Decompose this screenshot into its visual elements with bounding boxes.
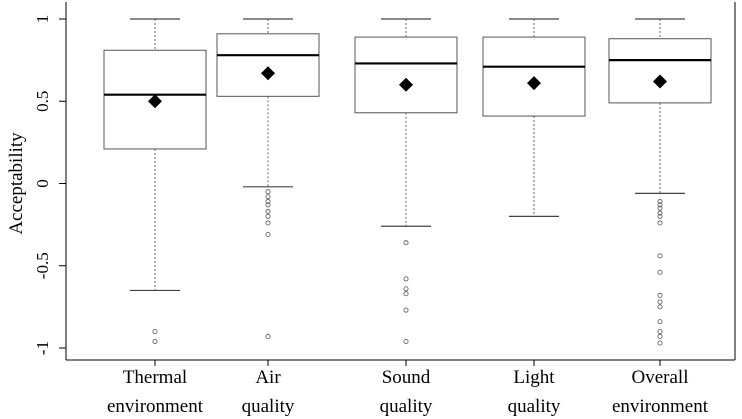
- outlier-point: [657, 304, 663, 310]
- outlier-point: [403, 307, 409, 313]
- outlier-point: [265, 333, 271, 340]
- iqr-box: [354, 36, 458, 114]
- x-category-label-line2: quality: [380, 396, 433, 417]
- y-tick-label: 0.5: [33, 91, 52, 112]
- box-group: [608, 18, 712, 346]
- y-tick-label: -0.5: [33, 252, 52, 279]
- outlier-point: [403, 338, 409, 344]
- outlier-point: [403, 240, 409, 246]
- outlier-point: [657, 299, 663, 305]
- outlier-point: [657, 319, 663, 325]
- axis-labels: -1 -0.5 0 0.5 1 Acceptability Thermal environme…: [6, 15, 709, 417]
- outlier-point: [265, 189, 271, 195]
- outlier-point: [657, 292, 663, 298]
- box-group: [482, 18, 586, 217]
- y-tick-label: -1: [33, 341, 52, 355]
- outlier-point: [657, 199, 663, 205]
- mean-marker: [148, 94, 162, 109]
- x-category-label-line1: Thermal: [123, 367, 187, 388]
- x-category-label-line2: environment: [612, 396, 709, 417]
- iqr-box: [608, 38, 712, 104]
- box-group: [354, 18, 458, 344]
- mean-marker: [527, 76, 541, 91]
- outlier-point: [403, 291, 409, 297]
- box-group: [216, 18, 320, 340]
- outlier-point: [657, 333, 663, 340]
- mean-marker: [653, 74, 667, 89]
- axes: [59, 2, 736, 366]
- outlier-point: [657, 340, 663, 346]
- outlier-point: [265, 194, 271, 200]
- outlier-point: [152, 328, 158, 335]
- outlier-point: [265, 231, 271, 238]
- outlier-point: [657, 205, 663, 211]
- outlier-point: [403, 286, 409, 292]
- box-series: [103, 18, 712, 346]
- outlier-point: [657, 202, 663, 208]
- x-category-label-line2: quality: [508, 396, 561, 417]
- x-category-label-line1: Overall: [632, 367, 689, 388]
- outlier-point: [265, 213, 271, 219]
- outlier-point: [657, 210, 663, 216]
- outlier-point: [657, 328, 663, 335]
- x-category-label-line2: environment: [107, 396, 204, 417]
- mean-marker: [261, 66, 275, 81]
- y-tick-label: 0: [33, 179, 52, 188]
- outlier-point: [152, 338, 158, 344]
- outlier-point: [265, 208, 271, 215]
- y-tick-label: 1: [33, 15, 52, 24]
- outlier-point: [403, 276, 409, 282]
- outlier-point: [265, 199, 271, 205]
- outlier-point: [657, 220, 663, 226]
- outlier-point: [657, 253, 663, 259]
- x-category-label-line1: Light: [513, 367, 555, 388]
- x-category-label-line2: quality: [242, 396, 295, 417]
- outlier-point: [265, 220, 271, 226]
- box-group: [103, 18, 207, 344]
- y-axis-title: Acceptability: [6, 132, 27, 235]
- x-category-label-line1: Air: [255, 367, 281, 388]
- outlier-point: [657, 213, 663, 219]
- mean-marker: [399, 77, 413, 92]
- x-category-label-line1: Sound: [382, 367, 431, 388]
- iqr-box: [216, 33, 320, 97]
- outlier-point: [265, 202, 271, 208]
- outlier-point: [657, 269, 663, 275]
